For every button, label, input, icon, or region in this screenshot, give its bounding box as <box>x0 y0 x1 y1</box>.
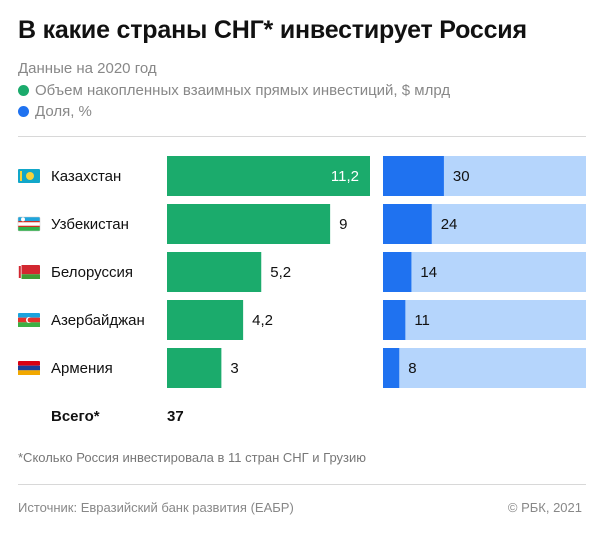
legend-item-investment: Объем накопленных взаимных прямых инвест… <box>18 82 450 99</box>
category-label: Армения <box>51 360 113 377</box>
legend-label-share: Доля, % <box>35 103 92 120</box>
share-bar <box>383 204 432 244</box>
investment-bar <box>167 252 262 292</box>
source-note: Источник: Евразийский банк развития (ЕАБ… <box>18 500 294 515</box>
copyright: © РБК, 2021 <box>507 500 582 515</box>
category-label: Азербайджан <box>51 312 145 329</box>
investment-bar <box>167 348 222 388</box>
flag-uzbekistan-icon-part <box>18 225 40 227</box>
chart-title: В какие страны СНГ* инвестирует Россия <box>18 16 527 44</box>
share-bar <box>383 348 400 388</box>
share-bar <box>383 252 412 292</box>
share-bar <box>383 156 444 196</box>
category-label: Казахстан <box>51 168 121 185</box>
bar-chart: Казахстан 11,2 30 Узбекистан 9 24 Белоруссия 5,… <box>17 156 586 388</box>
category-label: Узбекистан <box>51 216 129 233</box>
flag-uzbekistan-icon-part <box>17 216 41 232</box>
flag-azerbaijan-icon-part <box>18 313 40 318</box>
share-bar-background <box>383 252 586 292</box>
investment-value-label: 4,2 <box>252 312 273 329</box>
flag-armenia-icon-part <box>18 370 40 375</box>
legend-dot-share-icon <box>18 106 29 117</box>
chart-subtitle: Данные на 2020 год <box>18 60 157 77</box>
total-label: Всего* <box>51 408 100 425</box>
flag-armenia-icon-part <box>18 361 40 366</box>
flag-azerbaijan-icon-part <box>18 322 40 327</box>
share-value-label: 14 <box>420 264 437 281</box>
legend-dot-investment-icon <box>18 85 29 96</box>
legend-item-share: Доля, % <box>18 103 92 120</box>
investment-value-label: 11,2 <box>331 168 359 185</box>
share-value-label: 8 <box>408 360 416 377</box>
share-value-label: 30 <box>453 168 470 185</box>
investment-value-label: 5,2 <box>270 264 291 281</box>
footnote: *Сколько Россия инвестировала в 11 стран… <box>18 450 367 465</box>
flag-kazakhstan-icon-part <box>20 171 22 181</box>
flag-belarus-icon-part <box>18 265 40 275</box>
investment-value-label: 3 <box>230 360 238 377</box>
flag-armenia-icon <box>18 361 40 375</box>
investment-bar <box>167 300 244 340</box>
category-label: Белоруссия <box>51 264 133 281</box>
investment-bar <box>167 204 331 244</box>
legend-label-investment: Объем накопленных взаимных прямых инвест… <box>35 82 451 99</box>
flag-belarus-icon-part <box>18 266 21 278</box>
flag-armenia-icon-part <box>18 365 40 371</box>
flag-kazakhstan-icon-part <box>26 172 34 180</box>
investment-bar <box>167 156 370 196</box>
share-value-label: 24 <box>441 216 458 233</box>
flag-uzbekistan-icon-part <box>18 226 40 231</box>
flag-uzbekistan-icon-part <box>21 217 25 222</box>
flag-uzbekistan-icon <box>17 216 41 232</box>
flag-uzbekistan-icon-part <box>18 221 40 223</box>
flag-kazakhstan-icon <box>18 169 40 183</box>
flag-azerbaijan-icon <box>18 313 40 327</box>
investment-value-label: 9 <box>339 216 347 233</box>
top-divider <box>18 136 586 137</box>
flag-belarus-icon-part <box>18 274 40 279</box>
share-bar-background <box>383 348 586 388</box>
flag-azerbaijan-icon-part <box>27 317 33 323</box>
share-bar <box>383 300 406 340</box>
bottom-divider <box>18 484 586 485</box>
share-value-label: 11 <box>414 312 430 329</box>
share-bar-background <box>383 300 586 340</box>
total-value: 37 <box>167 408 184 425</box>
flag-belarus-icon <box>18 265 40 279</box>
flag-uzbekistan-icon-part <box>18 221 40 227</box>
